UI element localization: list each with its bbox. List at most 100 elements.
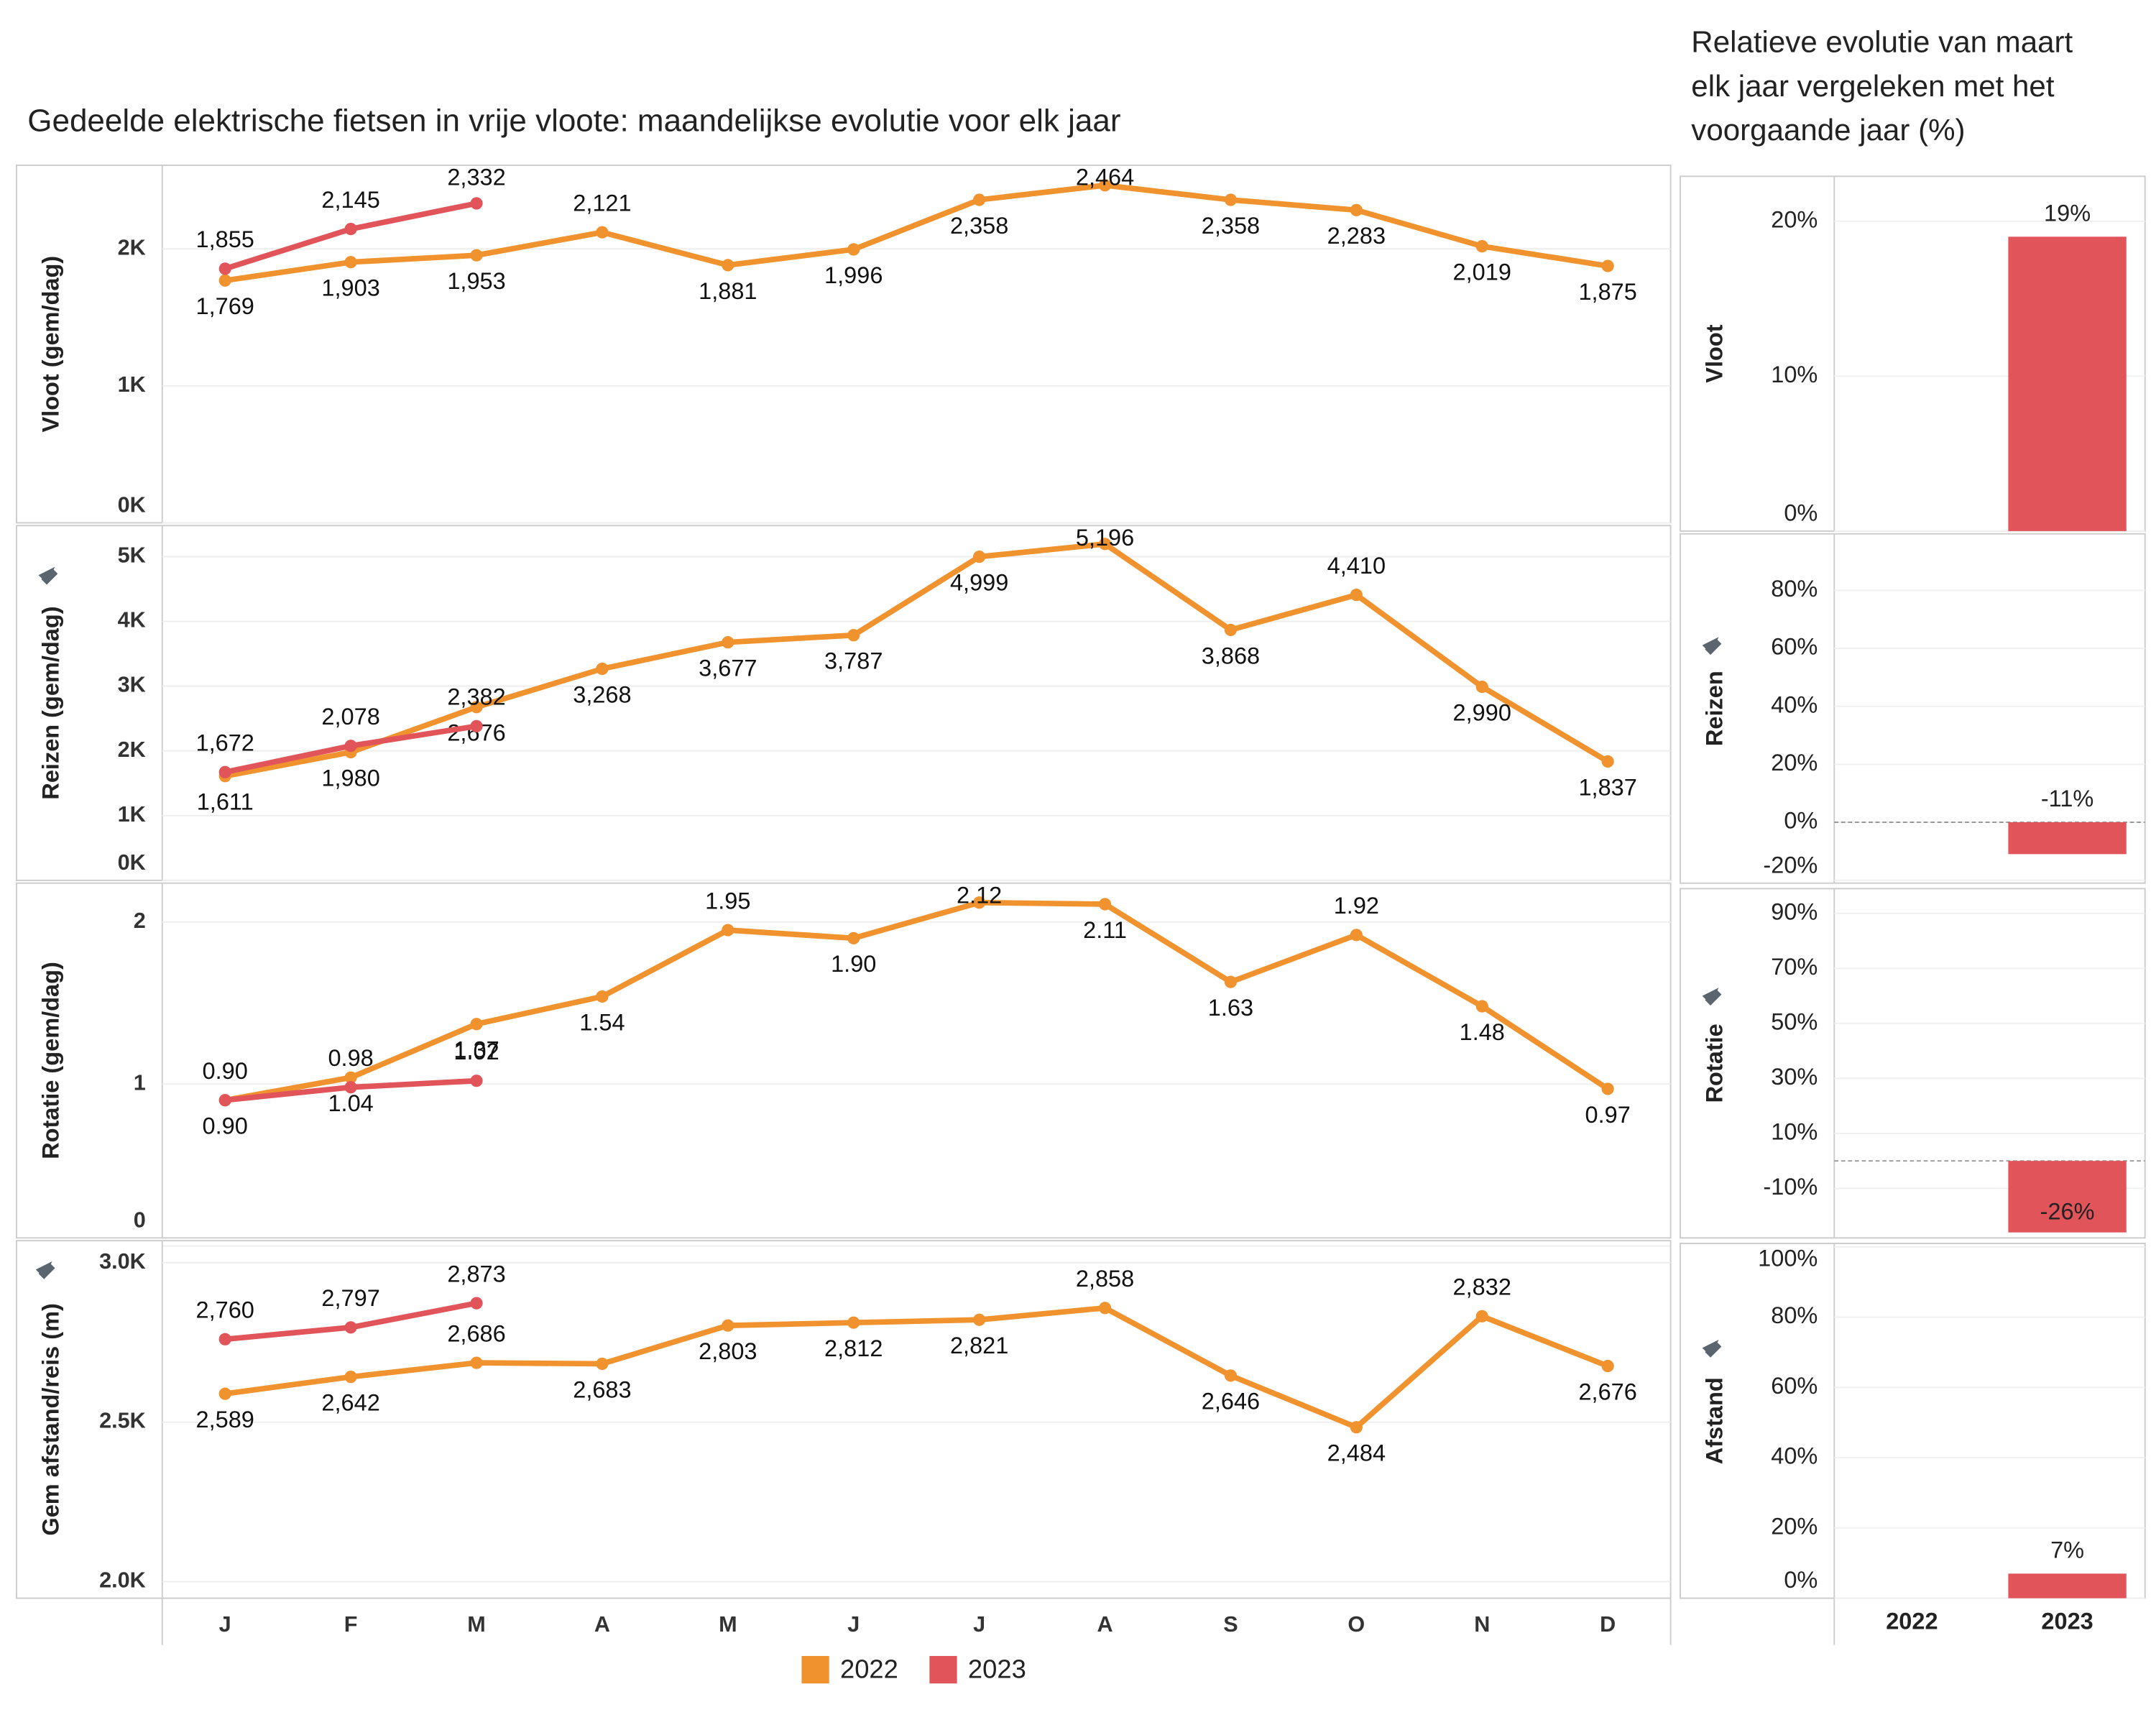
- point: [1475, 1310, 1488, 1322]
- data-label: 2,464: [1076, 165, 1134, 190]
- data-label: 1.54: [579, 1009, 625, 1035]
- point: [218, 1387, 231, 1400]
- data-label: 1.04: [328, 1090, 373, 1116]
- x-tick-label: A: [594, 1612, 610, 1637]
- data-label: 1,611: [197, 789, 254, 815]
- point: [1224, 193, 1238, 206]
- y-tick-label: 2K: [118, 737, 146, 762]
- point: [1350, 589, 1363, 602]
- point: [470, 1356, 483, 1369]
- x-tick-label: 2023: [2041, 1609, 2093, 1634]
- point: [596, 1357, 609, 1371]
- y-tick-label: 20%: [1771, 750, 1818, 776]
- data-label: 2,642: [321, 1389, 379, 1415]
- point: [1475, 240, 1488, 253]
- data-label: 1.63: [1208, 995, 1253, 1021]
- data-label: 2,873: [447, 1261, 505, 1287]
- y-axis-label: Gem afstand/reis (m): [37, 1303, 63, 1535]
- data-label: 3,787: [824, 648, 883, 674]
- y-tick-label: 4K: [118, 608, 146, 632]
- y-tick-label: 70%: [1771, 954, 1818, 980]
- data-label: 1.02: [453, 1039, 499, 1064]
- y-tick-label: 0%: [1784, 1567, 1818, 1593]
- y-tick-label: 0K: [118, 850, 146, 875]
- pin-icons: [35, 566, 1722, 1358]
- point: [1350, 929, 1363, 942]
- y-axis-label: Vloot: [1701, 324, 1727, 382]
- y-tick-label: 0%: [1784, 808, 1818, 834]
- y-tick-label: 40%: [1771, 691, 1818, 717]
- data-label: 1,769: [196, 293, 254, 319]
- panel: [16, 165, 1672, 524]
- y-tick-label: 20%: [1771, 1513, 1818, 1539]
- data-label: 1,903: [321, 275, 379, 301]
- x-tick-label: J: [973, 1612, 985, 1637]
- bar: [2008, 236, 2127, 531]
- legend-label: 2023: [968, 1655, 1026, 1684]
- point: [470, 1018, 483, 1031]
- point: [1350, 1421, 1363, 1434]
- y-tick-label: 0K: [118, 493, 146, 518]
- data-label: 2,358: [950, 213, 1008, 239]
- point: [1601, 259, 1614, 272]
- bar: [2008, 822, 2127, 855]
- data-label: 1,875: [1578, 279, 1636, 305]
- panel: [16, 882, 1672, 1239]
- y-tick-label: 60%: [1771, 1373, 1818, 1399]
- x-tick-label: 2022: [1886, 1609, 1938, 1634]
- data-label: 1.37: [453, 1037, 499, 1063]
- y-tick-label: 20%: [1771, 206, 1818, 232]
- y-tick-label: -10%: [1763, 1174, 1818, 1200]
- x-tick-label: M: [719, 1612, 737, 1637]
- y-axis-label: Reizen: [1701, 671, 1727, 746]
- panel: [1680, 888, 2146, 1239]
- data-label: 2,145: [321, 187, 379, 213]
- bar: [2008, 1573, 2127, 1598]
- point: [1601, 1082, 1614, 1095]
- data-label: 2,760: [196, 1297, 254, 1323]
- y-tick-label: 0: [134, 1208, 146, 1232]
- data-label: 4,999: [950, 569, 1008, 595]
- point: [470, 719, 483, 732]
- side-title: elk jaar vergeleken met het: [1691, 69, 2055, 103]
- data-label: 2,283: [1327, 223, 1386, 249]
- data-label: -11%: [2041, 786, 2094, 811]
- point: [1601, 1359, 1614, 1373]
- data-label: 2,821: [950, 1333, 1008, 1358]
- chart-title: Gedeelde elektrische fietsen in vrije vl…: [27, 103, 1120, 138]
- data-label: 2,078: [321, 704, 379, 730]
- data-label: 2.11: [1083, 917, 1127, 943]
- data-label: 1.48: [1460, 1019, 1505, 1045]
- y-tick-label: 2.0K: [99, 1568, 146, 1593]
- point: [1224, 1369, 1238, 1382]
- y-tick-label: 80%: [1771, 576, 1818, 602]
- point: [470, 197, 483, 210]
- point: [973, 193, 986, 206]
- data-label: 2,683: [573, 1376, 631, 1402]
- x-tick-label: D: [1600, 1612, 1616, 1637]
- point: [1098, 538, 1112, 551]
- point: [1098, 898, 1112, 911]
- data-label: 5,196: [1076, 525, 1134, 551]
- point: [344, 222, 357, 236]
- point: [470, 701, 483, 714]
- y-axis-label: Reizen (gem/dag): [37, 606, 63, 799]
- series-line: [224, 182, 1608, 284]
- point: [470, 1297, 483, 1310]
- y-axis-label: Rotatie (gem/dag): [37, 962, 63, 1159]
- point: [218, 262, 231, 275]
- point: [344, 1371, 357, 1384]
- point: [218, 1094, 231, 1107]
- y-tick-label: 1: [134, 1070, 146, 1095]
- y-tick-label: 80%: [1771, 1302, 1818, 1328]
- point: [218, 765, 231, 778]
- point: [1098, 179, 1112, 192]
- point: [596, 226, 609, 239]
- point: [847, 1316, 860, 1329]
- point: [470, 249, 483, 262]
- data-label: 2,589: [196, 1407, 254, 1432]
- y-tick-label: 1K: [118, 372, 146, 397]
- y-tick-label: 2.5K: [99, 1409, 146, 1433]
- y-tick-label: 10%: [1771, 362, 1818, 387]
